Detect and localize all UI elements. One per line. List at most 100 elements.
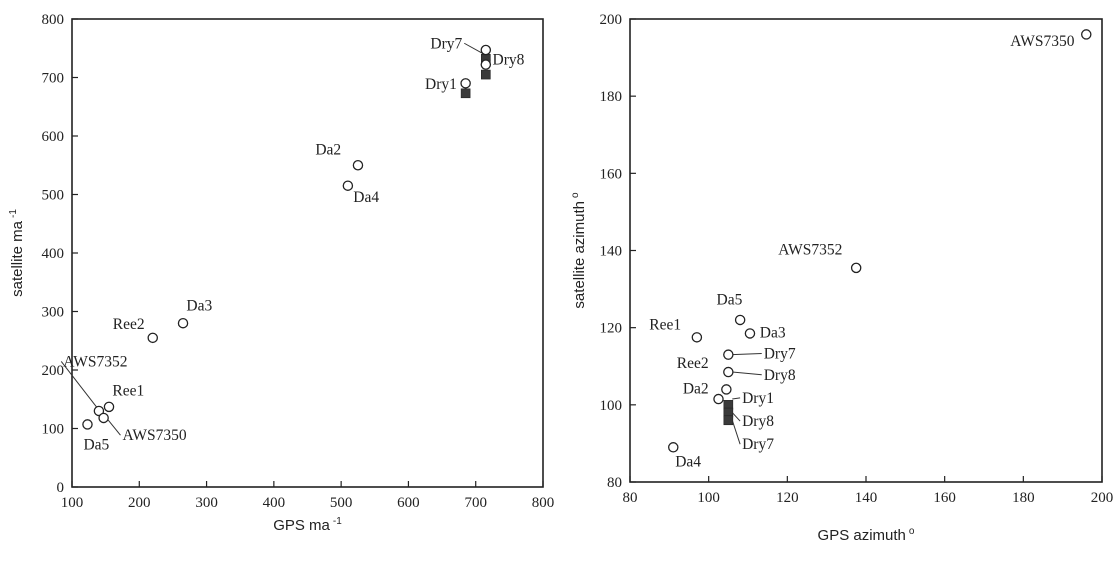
x-tick-label: 600: [397, 495, 420, 511]
point-label: Dry8: [493, 52, 525, 69]
point-label: AWS7352: [778, 241, 842, 258]
label-leader-line: [732, 353, 762, 356]
point-label: Da3: [760, 324, 786, 341]
data-point-circle: [460, 78, 471, 89]
point-label: AWS7352: [63, 353, 127, 370]
x-tick-label: 500: [330, 495, 353, 511]
data-point-circle: [713, 393, 724, 405]
point-label: Ree2: [113, 316, 145, 333]
y-tick-label: 400: [42, 246, 65, 262]
point-label: Dry1: [425, 76, 457, 93]
point-label: Dry8: [742, 413, 774, 430]
y-tick-label: 100: [600, 398, 623, 414]
y-tick-label: 100: [42, 422, 65, 438]
data-point-square: [723, 415, 734, 426]
point-label: Dry8: [764, 367, 796, 384]
x-tick-label: 100: [61, 495, 84, 511]
y-tick-label: 180: [600, 89, 623, 105]
x-tick-label: 100: [697, 490, 720, 506]
point-label: Dry7: [764, 346, 796, 363]
data-point-circle: [480, 59, 492, 70]
plot-frame: [629, 18, 1103, 483]
label-leader-line: [464, 42, 485, 55]
y-tick-label: 80: [607, 475, 622, 491]
azimuth-comparison-panel: 80 100 120 140 160 180 200 80 100 120 140 160 180 200…: [570, 12, 1113, 544]
point-label: Da2: [315, 142, 341, 159]
data-point-circle: [93, 405, 105, 417]
data-point-circle: [352, 159, 364, 171]
point-label: AWS7350: [122, 427, 186, 444]
ma-comparison-panel: 100 200 300 400 500 600 700 8000100200300400500…: [8, 12, 554, 534]
x-axis-title-text: GPS azimuth: [818, 527, 906, 544]
point-label: Ree2: [677, 355, 709, 372]
label-leader-line: [60, 361, 98, 408]
x-axis-title-text: GPS ma: [273, 517, 330, 534]
data-point-circle: [342, 180, 354, 191]
y-tick-label: 140: [600, 244, 623, 260]
x-tick-label: 800: [532, 495, 555, 511]
data-point-circle: [723, 349, 734, 360]
data-point-circle: [744, 328, 756, 339]
data-point-circle: [850, 262, 862, 274]
data-point-square: [460, 88, 471, 99]
x-tick-label: 140: [855, 490, 878, 506]
x-axis-title: GPS ma -1: [273, 516, 342, 534]
y-tick-label: 300: [42, 305, 65, 321]
y-tick-label: 600: [42, 129, 65, 145]
data-point-circle: [668, 442, 679, 453]
y-tick-label: 160: [600, 166, 623, 182]
point-label: Dry1: [742, 390, 774, 407]
point-label: Dry7: [430, 35, 462, 52]
label-leader-line: [732, 397, 741, 400]
x-axis-title-superscript: o: [909, 526, 915, 537]
y-tick-label: 500: [42, 188, 65, 204]
x-tick-label: 80: [623, 490, 638, 506]
data-point-circle: [103, 401, 115, 413]
y-axis-title-superscript: o: [570, 192, 581, 198]
x-tick-label: 180: [1012, 490, 1035, 506]
data-point-square: [481, 69, 491, 80]
x-tick-label: 300: [195, 495, 218, 511]
label-leader-line: [731, 412, 741, 422]
data-point-circle: [480, 44, 492, 56]
point-label: Dry7: [742, 436, 774, 453]
label-leader-line: [106, 418, 121, 436]
plot-frame: [71, 18, 544, 488]
point-label: Da3: [186, 297, 212, 314]
point-label: Ree1: [649, 317, 681, 334]
data-point-circle: [734, 314, 746, 326]
y-axis-title: satellite ma -1: [8, 209, 26, 297]
x-tick-label: 400: [263, 495, 286, 511]
y-tick-label: 200: [600, 12, 623, 28]
x-tick-label: 120: [776, 490, 799, 506]
point-label: Da2: [683, 380, 709, 397]
label-leader-line: [732, 371, 762, 376]
data-point-circle: [721, 384, 732, 395]
data-point-circle: [147, 332, 158, 344]
x-axis-title: GPS azimuth o: [818, 526, 915, 544]
point-label: AWS7350: [1010, 33, 1074, 50]
y-axis-title-text: satellite ma: [9, 220, 26, 297]
y-tick-label: 700: [42, 71, 65, 87]
point-label: Da4: [353, 189, 379, 206]
y-axis-title: satellite azimuth o: [570, 192, 588, 309]
y-axis-title-text: satellite azimuth: [571, 201, 588, 309]
data-point-circle: [98, 412, 109, 424]
point-label: Da4: [675, 454, 701, 471]
x-axis-title-superscript: -1: [333, 516, 342, 527]
x-tick-label: 200: [128, 495, 151, 511]
x-tick-label: 700: [464, 495, 487, 511]
data-point-circle: [691, 332, 703, 343]
data-point-circle: [1081, 29, 1092, 40]
x-tick-label: 160: [933, 490, 956, 506]
y-tick-label: 200: [42, 363, 65, 379]
y-tick-label: 0: [57, 480, 65, 496]
y-axis-title-superscript: -1: [8, 209, 19, 218]
point-label: Da5: [717, 292, 743, 309]
label-leader-line: [731, 420, 741, 445]
data-point-circle: [723, 366, 734, 378]
x-tick-label: 200: [1091, 490, 1114, 506]
y-tick-label: 800: [42, 12, 65, 28]
y-tick-label: 120: [600, 321, 623, 337]
